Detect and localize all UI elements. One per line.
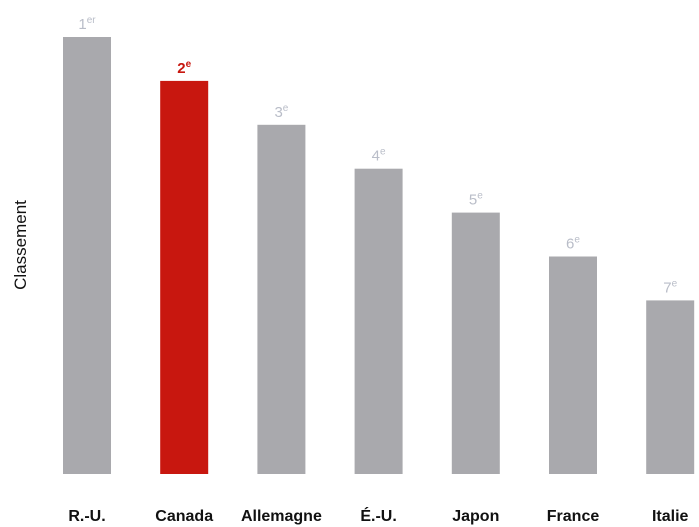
category-label-3: Allemagne bbox=[241, 508, 322, 525]
bar-7 bbox=[646, 300, 695, 474]
category-labels-group: R.-U. Canada Allemagne É.-U. Japon France Ital… bbox=[68, 506, 688, 525]
data-label-1: 1er bbox=[78, 15, 96, 33]
data-label-4: 4e bbox=[372, 147, 386, 165]
category-label-6: France bbox=[547, 508, 600, 525]
data-label-5: 5e bbox=[469, 191, 483, 209]
bar-4 bbox=[354, 168, 403, 474]
category-label-1: R.-U. bbox=[68, 508, 105, 525]
category-label-4: É.-U. bbox=[360, 506, 396, 525]
data-label-3: 3e bbox=[274, 103, 288, 121]
category-label-5: Japon bbox=[452, 508, 499, 525]
data-label-7: 7e bbox=[663, 278, 677, 296]
bar-6 bbox=[549, 256, 597, 474]
y-axis-label: Classement bbox=[11, 200, 30, 290]
data-labels-group: 1er 2e 3e 4e 5e 6e 7e bbox=[78, 15, 677, 296]
bar-3 bbox=[257, 124, 306, 475]
data-label-2: 2e bbox=[177, 59, 191, 77]
bars-group bbox=[63, 37, 695, 475]
category-label-2: Canada bbox=[155, 508, 213, 525]
bar-1 bbox=[63, 37, 111, 474]
bar-5 bbox=[451, 212, 500, 474]
data-label-6: 6e bbox=[566, 235, 580, 253]
bar-2 bbox=[160, 80, 209, 475]
category-label-7: Italie bbox=[652, 508, 689, 525]
